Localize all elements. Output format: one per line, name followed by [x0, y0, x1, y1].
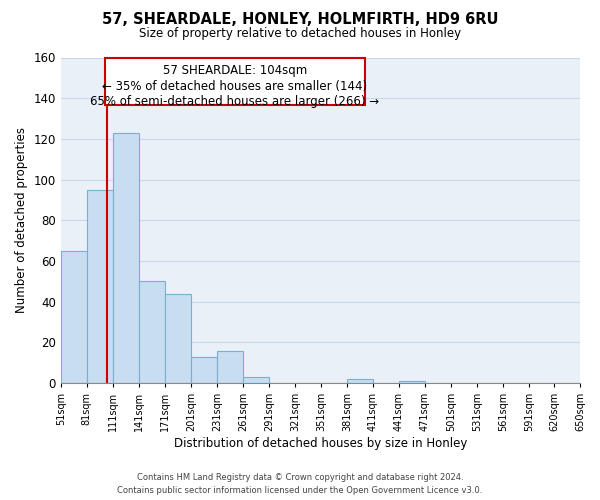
FancyBboxPatch shape [105, 58, 365, 104]
Text: 57 SHEARDALE: 104sqm: 57 SHEARDALE: 104sqm [163, 64, 307, 77]
Bar [243, 377, 269, 383]
Bar [61, 251, 86, 383]
Bar [347, 379, 373, 383]
Bar [165, 294, 191, 383]
X-axis label: Distribution of detached houses by size in Honley: Distribution of detached houses by size … [174, 437, 467, 450]
Text: Contains HM Land Registry data © Crown copyright and database right 2024.
Contai: Contains HM Land Registry data © Crown c… [118, 474, 482, 495]
Text: 65% of semi-detached houses are larger (266) →: 65% of semi-detached houses are larger (… [90, 96, 379, 108]
Bar [87, 190, 113, 383]
Bar [113, 133, 139, 383]
Text: 57, SHEARDALE, HONLEY, HOLMFIRTH, HD9 6RU: 57, SHEARDALE, HONLEY, HOLMFIRTH, HD9 6R… [102, 12, 498, 28]
Bar [217, 350, 242, 383]
Bar [191, 356, 217, 383]
Y-axis label: Number of detached properties: Number of detached properties [15, 128, 28, 314]
Text: Size of property relative to detached houses in Honley: Size of property relative to detached ho… [139, 28, 461, 40]
Bar [139, 282, 164, 383]
Bar [399, 381, 425, 383]
Text: ← 35% of detached houses are smaller (144): ← 35% of detached houses are smaller (14… [102, 80, 367, 94]
